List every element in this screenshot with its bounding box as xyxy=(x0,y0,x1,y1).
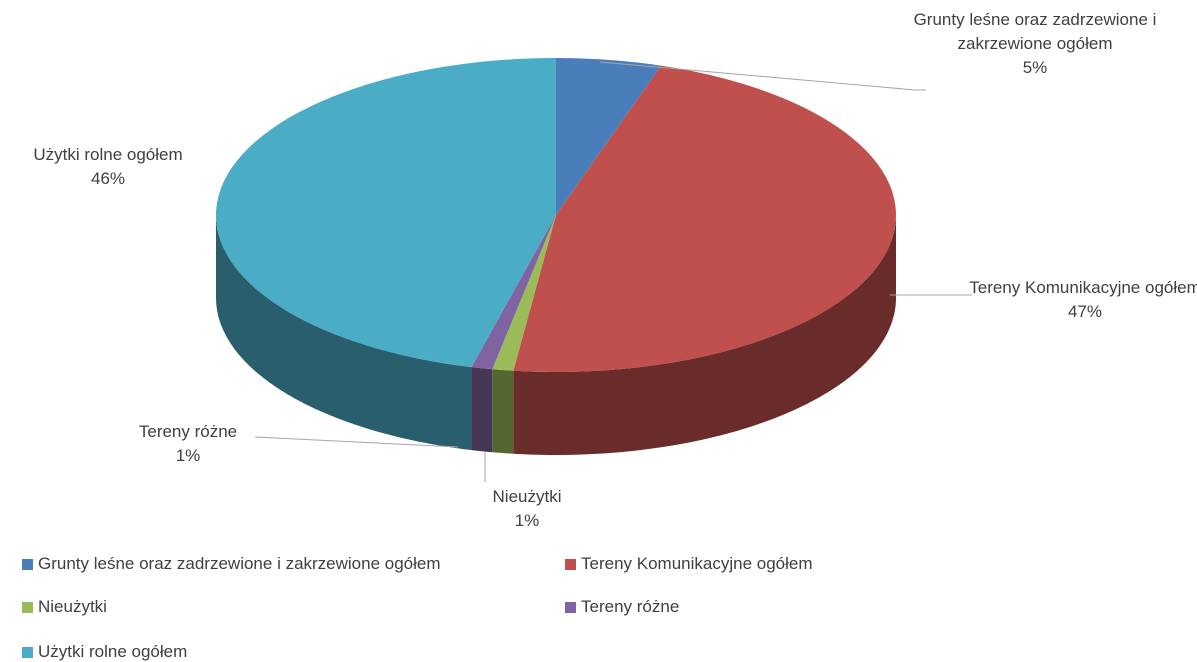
label-value: 1% xyxy=(175,446,201,465)
pie-slice xyxy=(513,65,897,373)
legend-item: Grunty leśne oraz zadrzewione i zakrzewi… xyxy=(22,554,441,574)
pie-slice xyxy=(215,58,556,368)
pie-slice xyxy=(556,58,662,215)
label-category: Grunty leśne oraz zadrzewione i zakrzewi… xyxy=(913,10,1157,53)
label-category: Tereny różne xyxy=(138,422,238,441)
data-label: Użytki rolne ogółem 46% xyxy=(0,143,216,191)
legend-swatch xyxy=(22,646,33,658)
label-category: Tereny Komunikacyjne ogółem xyxy=(969,278,1197,297)
legend-label: Nieużytki xyxy=(38,597,107,616)
leader-line xyxy=(254,436,459,448)
pie-slice xyxy=(471,215,556,370)
legend-item: Nieużytki xyxy=(22,597,107,617)
label-value: 46% xyxy=(90,169,126,188)
label-category: Nieużytki xyxy=(492,487,562,506)
label-value: 47% xyxy=(1067,302,1103,321)
legend-item: Tereny Komunikacyjne ogółem xyxy=(565,554,813,574)
data-label: Tereny Komunikacyjne ogółem 47% xyxy=(960,276,1197,324)
legend-swatch xyxy=(22,558,33,570)
pie-side xyxy=(471,367,493,453)
label-category: Użytki rolne ogółem xyxy=(33,145,183,164)
pie-side xyxy=(216,215,472,451)
legend-label: Tereny różne xyxy=(581,597,680,616)
pie-slice xyxy=(492,215,556,371)
data-label: Tereny różne 1% xyxy=(108,420,268,468)
legend-swatch xyxy=(565,558,576,570)
pie-side xyxy=(513,215,896,455)
legend-item: Tereny różne xyxy=(565,597,679,617)
legend-swatch xyxy=(22,601,33,613)
data-label: Nieużytki 1% xyxy=(447,485,607,533)
data-label: Grunty leśne oraz zadrzewione i zakrzewi… xyxy=(905,8,1165,80)
legend-swatch xyxy=(565,601,576,613)
leader-line xyxy=(599,61,926,91)
legend-label: Tereny Komunikacyjne ogółem xyxy=(581,554,813,573)
label-value: 1% xyxy=(514,511,540,530)
legend-label: Grunty leśne oraz zadrzewione i zakrzewi… xyxy=(38,554,441,573)
pie-side xyxy=(492,369,514,454)
label-value: 5% xyxy=(1022,58,1048,77)
legend-label: Użytki rolne ogółem xyxy=(38,642,188,661)
legend-item: Użytki rolne ogółem xyxy=(22,642,187,662)
